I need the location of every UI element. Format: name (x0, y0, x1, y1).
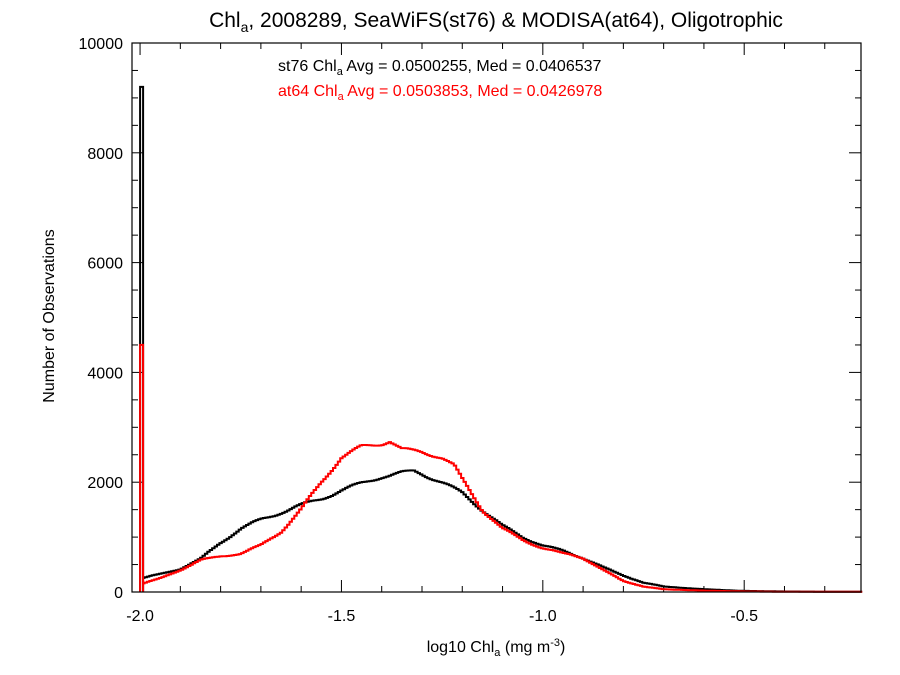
y-tick-label: 10000 (79, 36, 124, 53)
annotation-st76-pre: st76 Chl (278, 58, 337, 75)
annotation-at64-post: Avg = 0.0503853, Med = 0.0426978 (344, 83, 603, 100)
annotation-at64-sub: a (338, 91, 345, 103)
x-axis-label-sub: a (494, 647, 501, 659)
x-axis-label: log10 Chla (mg m-3) (427, 637, 566, 659)
y-tick-label: 8000 (87, 146, 123, 163)
chart-title-pre: Chl (209, 9, 241, 32)
x-tick-label: -1.0 (529, 608, 557, 625)
series-st76-line (139, 85, 863, 593)
y-tick-label: 0 (114, 585, 123, 602)
y-axis-label: Number of Observations (41, 229, 58, 402)
chart-title: Chla, 2008289, SeaWiFS(st76) & MODISA(at… (209, 9, 783, 35)
x-axis-label-mid: (mg m (500, 639, 550, 656)
annotation-at64-pre: at64 Chl (278, 83, 338, 100)
y-tick-label: 6000 (87, 256, 123, 273)
x-axis-label-sup: -3 (550, 637, 560, 649)
annotation-at64: at64 Chla Avg = 0.0503853, Med = 0.04269… (278, 83, 602, 103)
y-tick-label: 4000 (87, 365, 123, 382)
chart-title-post: , 2008289, SeaWiFS(st76) & MODISA(at64),… (248, 9, 783, 32)
x-axis-label-pre: log10 Chl (427, 639, 495, 656)
x-tick-label: -0.5 (730, 608, 758, 625)
y-tick-label: 2000 (87, 475, 123, 492)
plot-frame (131, 42, 862, 593)
annotation-st76-post: Avg = 0.0500255, Med = 0.0406537 (343, 58, 602, 75)
chart-title-sub: a (241, 19, 249, 35)
annotation-st76: st76 Chla Avg = 0.0500255, Med = 0.04065… (278, 58, 602, 78)
x-tick-label: -2.0 (126, 608, 154, 625)
series-at64-line (139, 343, 863, 593)
x-axis-label-post: ) (560, 639, 565, 656)
x-tick-label: -1.5 (328, 608, 356, 625)
annotation-st76-sub: a (337, 66, 344, 78)
